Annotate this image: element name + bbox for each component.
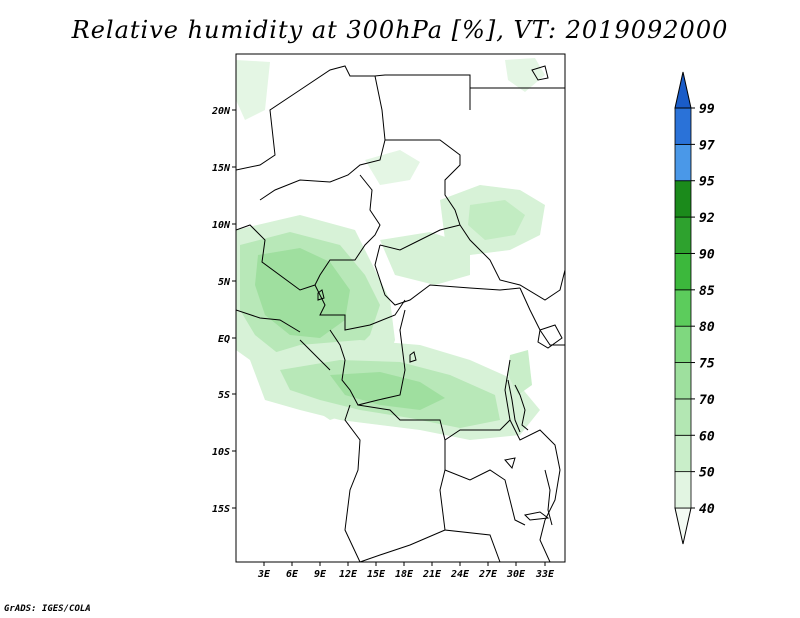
- grads-credit: GrADS: IGES/COLA: [4, 604, 91, 614]
- colorbar-label: 50: [699, 466, 715, 481]
- colorbar-label: 40: [699, 502, 715, 517]
- lake-victoria: [537, 324, 563, 349]
- lake-small: [504, 457, 516, 470]
- border-line: [314, 284, 406, 331]
- colorbar-label: 80: [699, 320, 715, 335]
- country-borders: [236, 65, 565, 562]
- colorbar-label: 99: [699, 102, 715, 117]
- colorbar-label: 92: [699, 211, 715, 226]
- border-line: [359, 529, 446, 562]
- colorbar-label: 90: [699, 247, 715, 262]
- colorbar-label: 75: [699, 357, 715, 372]
- border-line: [379, 224, 461, 251]
- humidity-area-north: [365, 150, 420, 185]
- colorbar-triangle-low: [674, 507, 692, 545]
- lat-label-10s: 10S: [212, 447, 230, 458]
- border-line: [236, 65, 471, 171]
- border-line: [236, 224, 316, 291]
- lat-label-5n: 5N: [218, 277, 231, 288]
- colorbar-label: 95: [699, 175, 715, 190]
- lake-small: [523, 511, 550, 521]
- humidity-area-northeast2: [505, 58, 545, 92]
- humidity-shading: [236, 58, 545, 440]
- colorbar-segment: [674, 107, 692, 145]
- border-line: [385, 139, 461, 226]
- colorbar-segment: [674, 434, 692, 473]
- border-line: [236, 309, 301, 333]
- colorbar-segment: [674, 471, 692, 509]
- border-line: [259, 75, 386, 201]
- lon-label-33e: 33E: [535, 569, 555, 580]
- longitude-axis: 3E 6E 9E 12E 15E 18E 21E 24E 27E 30E 33E: [257, 562, 555, 580]
- latitude-axis: 20N 15N 10N 5N EQ 5S 10S 15S: [211, 106, 236, 515]
- border-line: [357, 404, 501, 562]
- colorbar-segment: [674, 143, 692, 182]
- lon-label-30e: 30E: [506, 569, 526, 580]
- colorbar-triangle-high: [674, 71, 692, 109]
- colorbar-label: 60: [699, 429, 715, 444]
- colorbar-segment: [674, 253, 692, 291]
- border-line: [444, 419, 511, 441]
- lake-tanganyika: [507, 379, 529, 433]
- border-line: [504, 359, 561, 562]
- colorbar-segment: [674, 325, 692, 363]
- lat-label-eq: EQ: [218, 334, 230, 345]
- lat-label-15n: 15N: [212, 163, 231, 174]
- border-line: [459, 224, 565, 301]
- lake-small: [531, 65, 549, 81]
- lon-label-3e: 3E: [257, 569, 271, 580]
- border-line: [444, 469, 526, 526]
- colorbar-segment: [674, 362, 692, 400]
- border-line: [374, 244, 521, 306]
- lon-label-9e: 9E: [314, 569, 327, 580]
- lake-malawi: [544, 469, 553, 526]
- colorbar: 40 50 60 70 75 80 85 90 92 95 97 99: [674, 71, 715, 545]
- lon-label-24e: 24E: [450, 569, 470, 580]
- lon-label-21e: 21E: [422, 569, 442, 580]
- humidity-area-center-north: [380, 232, 470, 285]
- humidity-area-central-dense: [330, 372, 445, 410]
- lon-label-27e: 27E: [478, 569, 498, 580]
- humidity-area-east-small: [508, 350, 532, 395]
- lon-label-6e: 6E: [286, 569, 299, 580]
- map-title: Relative humidity at 300hPa [%], VT: 201…: [71, 16, 729, 44]
- border-line: [299, 339, 331, 371]
- lon-label-12e: 12E: [339, 569, 358, 580]
- colorbar-label: 97: [699, 138, 715, 153]
- border-line: [314, 174, 381, 286]
- colorbar-label: 85: [699, 284, 715, 299]
- humidity-area-northeast-core: [468, 200, 525, 240]
- humidity-area-north2: [236, 60, 270, 120]
- colorbar-label: 70: [699, 393, 715, 408]
- lat-label-10n: 10N: [212, 220, 231, 231]
- border-line: [519, 287, 565, 346]
- colorbar-segment: [674, 216, 692, 254]
- lat-label-5s: 5S: [218, 390, 230, 401]
- colorbar-segment: [674, 180, 692, 218]
- lon-label-15e: 15E: [367, 569, 386, 580]
- lake-small: [409, 351, 417, 363]
- border-line: [344, 404, 361, 562]
- lon-label-18e: 18E: [395, 569, 414, 580]
- lake-small: [317, 289, 325, 301]
- lat-label-20n: 20N: [211, 106, 231, 117]
- colorbar-segment: [674, 289, 692, 327]
- lat-label-15s: 15S: [212, 504, 230, 515]
- map-frame: [235, 53, 566, 563]
- colorbar-segment: [674, 398, 692, 436]
